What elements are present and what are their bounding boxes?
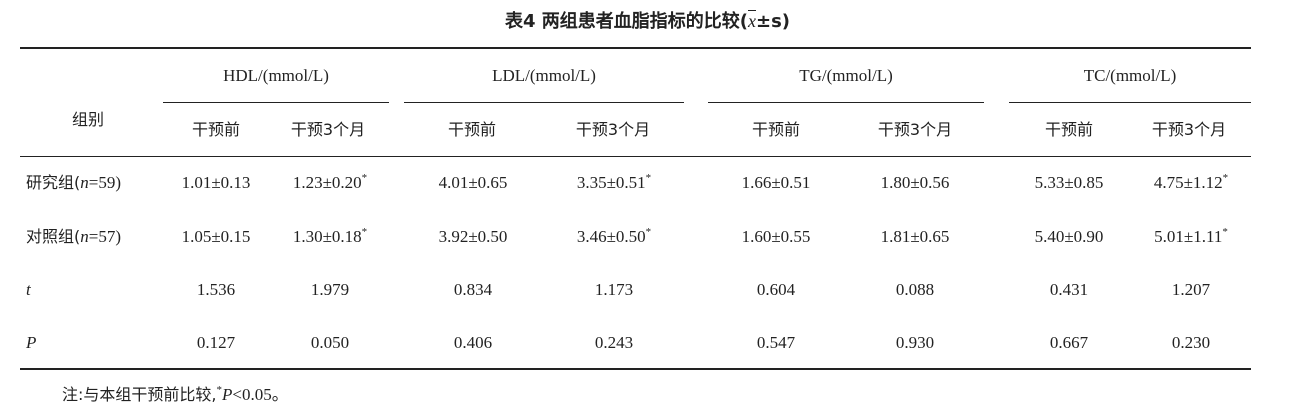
footnote-suffix: <0.05。 (232, 385, 289, 404)
table-cell: 0.604 (756, 280, 796, 299)
row-label: t (26, 278, 31, 302)
row-label-p: P (26, 333, 37, 352)
subheader-hdl-before: 干预前 (191, 120, 241, 139)
row-label-prefix: 研究组( (26, 173, 81, 192)
table-cell: 1.05±0.15 (181, 227, 251, 246)
table-cell: 1.979 (310, 280, 350, 299)
table-cell: 0.406 (453, 333, 493, 352)
bottom-rule (20, 368, 1251, 370)
mean-symbol: x (748, 11, 756, 31)
table-cell: 0.050 (310, 333, 350, 352)
table-cell: 1.01±0.13 (181, 173, 251, 192)
table-cell: 1.81±0.65 (880, 227, 950, 246)
row-label: P (26, 331, 36, 355)
table-title-prefix: 表4 两组患者血脂指标的比较( (504, 11, 748, 32)
row-label-t: t (26, 280, 31, 299)
metric-header-hdl: HDL/(mmol/L) (223, 66, 329, 85)
metric-header-ldl: LDL/(mmol/L) (492, 66, 596, 85)
table-cell: 0.230 (1171, 333, 1211, 352)
table-cell: 1.60±0.55 (741, 227, 811, 246)
subheader-ldl-after: 干预3个月 (575, 120, 651, 139)
table-cell: 3.92±0.50 (438, 227, 508, 246)
subheader-hdl-after: 干预3个月 (290, 120, 366, 139)
row-label-suffix: =57) (88, 227, 121, 246)
table-cell: 0.834 (453, 280, 493, 299)
hdl-underline (163, 102, 389, 103)
subheader-tg-before: 干预前 (751, 120, 801, 139)
table-cell: 1.207 (1171, 280, 1211, 299)
header-rule (20, 156, 1251, 157)
subheader-tc-before: 干预前 (1044, 120, 1094, 139)
footnote-star: * (216, 384, 222, 396)
row-label-n: n (80, 173, 89, 192)
table-cell: 5.40±0.90 (1034, 227, 1104, 246)
table-cell: 0.547 (756, 333, 796, 352)
table-cell: 0.431 (1049, 280, 1089, 299)
table-cell: 4.75±1.12* (1153, 172, 1229, 193)
tg-underline (708, 102, 984, 103)
table-cell: 1.173 (594, 280, 634, 299)
row-label: 对照组(n=57) (26, 225, 121, 249)
footnote-prefix: 注:与本组干预前比较, (62, 385, 217, 404)
table-footnote: 注:与本组干预前比较,*P<0.05。 (62, 383, 289, 407)
table-cell: 0.127 (196, 333, 236, 352)
table-cell: 1.30±0.18* (292, 226, 368, 247)
table-cell: 0.243 (594, 333, 634, 352)
row-label-prefix: 对照组( (26, 227, 81, 246)
table-title-suffix: ±s) (756, 11, 791, 32)
table-cell: 1.66±0.51 (741, 173, 811, 192)
table-title: 表4 两组患者血脂指标的比较(x±s) (0, 6, 1295, 37)
row-label: 研究组(n=59) (26, 171, 121, 195)
table-cell: 0.930 (895, 333, 935, 352)
table-cell: 0.667 (1049, 333, 1089, 352)
row-label-suffix: =59) (88, 173, 121, 192)
subheader-ldl-before: 干预前 (447, 120, 497, 139)
table-cell: 0.088 (895, 280, 935, 299)
tc-underline (1009, 102, 1251, 103)
ldl-underline (404, 102, 684, 103)
subheader-tc-after: 干预3个月 (1151, 120, 1227, 139)
table-cell: 3.46±0.50* (576, 226, 652, 247)
table-cell: 4.01±0.65 (438, 173, 508, 192)
row-label-n: n (80, 227, 89, 246)
table-cell: 1.80±0.56 (880, 173, 950, 192)
table-cell: 3.35±0.51* (576, 172, 652, 193)
top-rule (20, 47, 1251, 49)
table-cell: 1.23±0.20* (292, 172, 368, 193)
table-cell: 5.01±1.11* (1154, 226, 1228, 247)
footnote-p: P (221, 385, 233, 404)
metric-header-tg: TG/(mmol/L) (799, 66, 893, 85)
table-cell: 5.33±0.85 (1034, 173, 1104, 192)
group-header: 组别 (71, 110, 105, 129)
table-cell: 1.536 (196, 280, 236, 299)
metric-header-tc: TC/(mmol/L) (1083, 66, 1177, 85)
subheader-tg-after: 干预3个月 (877, 120, 953, 139)
